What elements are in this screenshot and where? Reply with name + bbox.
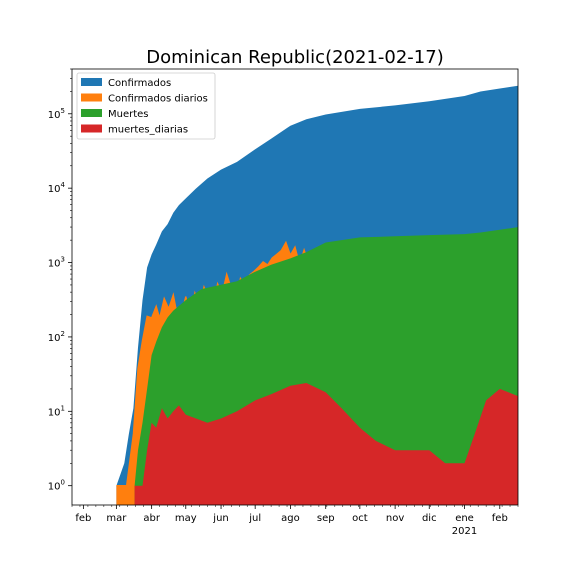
legend-label: Muertes xyxy=(108,109,149,120)
y-tick-label: 101 xyxy=(48,404,65,418)
x-axis: feb mar abr may jun jul ago sep oct nov dic ene 2021… xyxy=(71,505,519,537)
y-tick-label: 104 xyxy=(48,181,66,195)
legend-swatch xyxy=(81,109,102,117)
y-tick-label: 102 xyxy=(48,330,65,344)
legend-label: muertes_diarias xyxy=(108,125,188,136)
y-tick-label: 105 xyxy=(48,107,65,121)
legend-swatch xyxy=(81,78,102,86)
x-tick-label: nov xyxy=(386,513,404,524)
x-tick-label: mar xyxy=(106,513,127,524)
x-tick-label: jun xyxy=(212,513,228,524)
x-tick-label: may xyxy=(175,513,197,524)
x-tick-label: feb xyxy=(492,513,508,524)
legend: Confirmados Confirmados diarios Muertes mue… xyxy=(76,72,216,140)
x-tick-sublabel: 2021 xyxy=(452,526,477,537)
x-tick-label: ene xyxy=(455,513,474,524)
x-tick-label: feb xyxy=(75,513,91,524)
x-tick-label: jul xyxy=(248,513,261,524)
legend-swatch xyxy=(81,124,102,133)
legend-box xyxy=(76,72,216,140)
legend-label: Confirmados diarios xyxy=(108,94,208,105)
legend-label: Confirmados xyxy=(108,78,171,89)
y-axis: 100 101 102 103 104 105 xyxy=(48,68,72,493)
x-tick-label: dic xyxy=(422,513,437,524)
y-tick-label: 100 xyxy=(48,479,65,493)
x-tick-label: sep xyxy=(317,513,335,524)
series-muertes-diarias-area xyxy=(134,383,518,505)
chart-title: Dominican Republic(2021-02-17) xyxy=(146,47,443,68)
x-tick-label: ago xyxy=(281,513,300,524)
legend-swatch xyxy=(81,93,102,102)
x-tick-label: oct xyxy=(352,513,368,524)
y-tick-label: 103 xyxy=(48,256,65,270)
x-tick-label: abr xyxy=(143,513,160,524)
series-layer xyxy=(116,85,518,505)
